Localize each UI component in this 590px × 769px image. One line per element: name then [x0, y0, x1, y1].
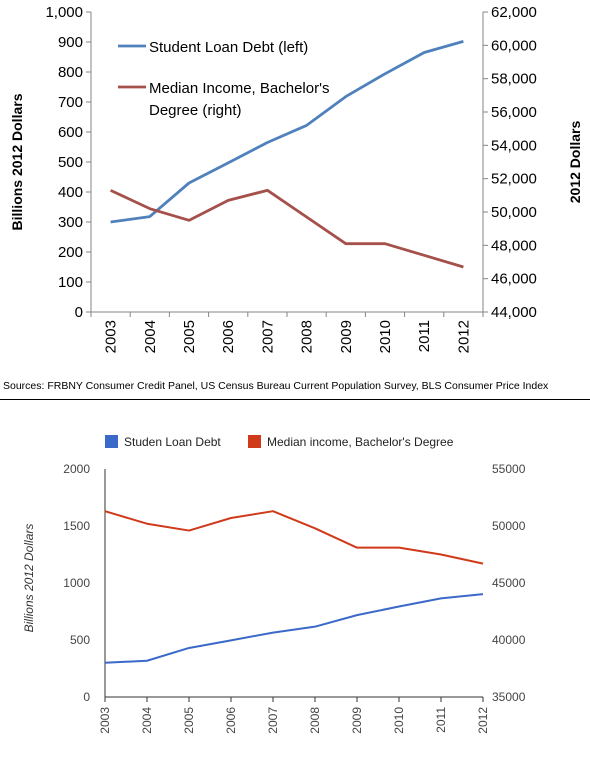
y-axis-title-left: Billions 2012 Dollars — [9, 93, 25, 230]
x-tick-label: 2009 — [338, 320, 355, 353]
divider-line — [0, 399, 590, 400]
legend-label: Median income, Bachelor's Degree — [267, 435, 454, 449]
x-tick-label: 2005 — [182, 707, 196, 734]
left-tick-label: 2000 — [63, 462, 90, 476]
legend-swatch — [248, 435, 261, 448]
top-chart: 0 100 200 300 400 500 600 700 800 900 1,000 44,000 4… — [9, 4, 583, 353]
legend-label: Median Income, Bachelor's — [149, 80, 329, 97]
left-tick-label: 700 — [58, 94, 83, 111]
left-tick-label: 1,000 — [45, 4, 83, 21]
x-tick-label: 2010 — [392, 707, 406, 734]
y-axis-title-left: Billions 2012 Dollars — [22, 524, 36, 633]
legend-swatch — [105, 435, 118, 448]
left-tick-label: 200 — [58, 244, 83, 261]
x-tick-label: 2009 — [350, 707, 364, 734]
left-tick-label: 0 — [83, 690, 90, 704]
legend-label: Degree (right) — [149, 102, 242, 119]
x-tick-label: 2008 — [308, 707, 322, 734]
legend-label: Studen Loan Debt — [124, 435, 221, 449]
x-tick-label: 2010 — [377, 320, 394, 353]
series-line-median-income — [104, 510, 484, 565]
left-tick-label: 100 — [58, 274, 83, 291]
x-tick-label: 2003 — [98, 707, 112, 734]
right-tick-label: 56,000 — [491, 104, 537, 121]
right-tick-label: 40000 — [492, 633, 526, 647]
left-tick-label: 800 — [58, 64, 83, 81]
left-tick-label: 1000 — [63, 576, 90, 590]
left-tick-label: 900 — [58, 34, 83, 51]
y-axis-title-right: 2012 Dollars — [567, 121, 583, 204]
x-tick-label: 2008 — [299, 320, 316, 353]
right-tick-label: 50000 — [492, 519, 526, 533]
x-tick-label: 2007 — [266, 707, 280, 734]
x-tick-label: 2011 — [434, 707, 448, 733]
left-tick-label: 0 — [75, 304, 83, 321]
left-tick-label: 500 — [58, 154, 83, 171]
x-tick-label: 2007 — [259, 320, 276, 353]
series-line-student-loan-debt — [104, 593, 484, 664]
x-tick-label: 2006 — [224, 707, 238, 734]
left-tick-label: 300 — [58, 214, 83, 231]
right-tick-label: 46,000 — [491, 271, 537, 288]
x-tick-label: 2011 — [416, 320, 433, 352]
x-tick-label: 2012 — [476, 707, 490, 734]
left-tick-label: 400 — [58, 184, 83, 201]
right-tick-label: 35000 — [492, 690, 526, 704]
series-line-student-loan-debt — [110, 40, 464, 224]
bottom-chart: 0 500 1000 1500 2000 35000 40000 45000 50000 5500… — [22, 435, 526, 734]
x-tick-label: 2005 — [181, 320, 198, 353]
left-tick-label: 1500 — [63, 519, 90, 533]
right-tick-label: 54,000 — [491, 137, 537, 154]
left-tick-label: 600 — [58, 124, 83, 141]
right-tick-label: 50,000 — [491, 204, 537, 221]
x-tick-label: 2003 — [103, 320, 120, 353]
x-tick-label: 2004 — [140, 707, 154, 734]
sources-note: Sources: FRBNY Consumer Credit Panel, US… — [3, 380, 549, 392]
left-tick-label: 500 — [70, 633, 90, 647]
right-tick-label: 45000 — [492, 576, 526, 590]
right-tick-label: 44,000 — [491, 304, 537, 321]
legend-label: Student Loan Debt (left) — [149, 39, 308, 56]
right-tick-label: 52,000 — [491, 171, 537, 188]
right-tick-label: 55000 — [492, 462, 526, 476]
x-tick-label: 2004 — [142, 320, 159, 353]
series-line-median-income — [110, 188, 464, 269]
right-tick-label: 58,000 — [491, 71, 537, 88]
x-tick-label: 2012 — [455, 320, 472, 353]
right-tick-label: 48,000 — [491, 237, 537, 254]
right-tick-label: 62,000 — [491, 4, 537, 21]
right-tick-label: 60,000 — [491, 37, 537, 54]
x-tick-label: 2006 — [220, 320, 237, 353]
